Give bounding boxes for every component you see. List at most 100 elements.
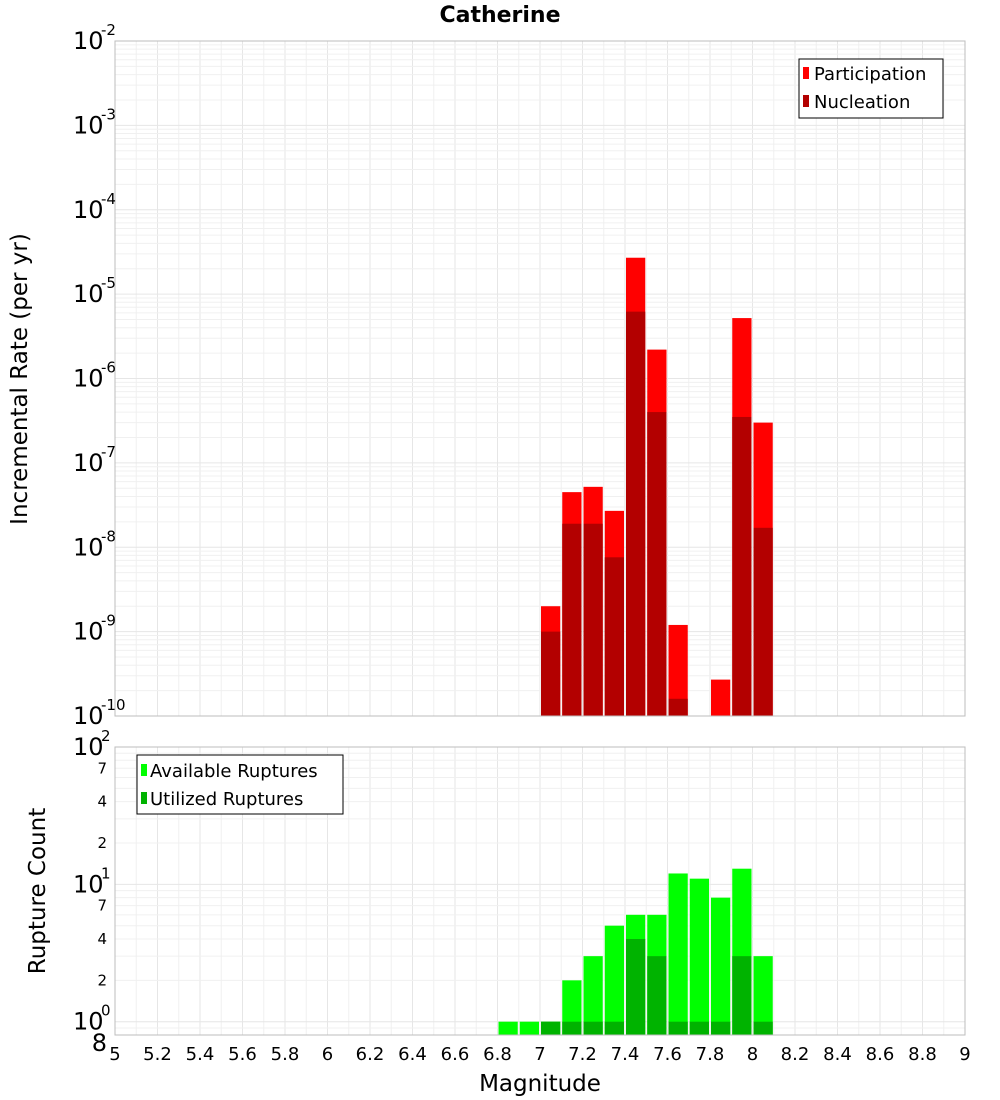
nucleation-legend-label: Nucleation (814, 92, 910, 113)
rate-nucleation-bar (753, 527, 773, 716)
y-tick-base: 10 (73, 870, 104, 898)
count-utilized-ruptures-bar (668, 1021, 688, 1035)
rate-plot-frame (114, 40, 966, 717)
rate-y-tick-label: 10-8 (73, 527, 116, 561)
y-tick-exponent: 0 (101, 1002, 111, 1020)
count-y-tick-label: 101 (73, 864, 111, 898)
count-available-ruptures-bar (498, 1021, 518, 1035)
rate-nucleation-bar (626, 311, 646, 716)
y-tick-base: 10 (73, 365, 104, 393)
y-tick-base: 10 (73, 533, 104, 561)
rate-y-tick-label: 10-2 (73, 21, 116, 55)
rate-y-tick-label: 10-10 (73, 696, 126, 730)
participation-legend-label: Participation (814, 64, 926, 85)
y-tick-exponent: -2 (101, 21, 116, 39)
x-tick-label: 8 (747, 1044, 758, 1065)
y-tick-base: 10 (73, 280, 104, 308)
count-y-minor-tick-label: 7 (97, 897, 107, 915)
x-tick-label: 6.8 (483, 1044, 512, 1065)
nucleation-legend-swatch (803, 95, 809, 107)
x-tick-label: 5.2 (143, 1044, 172, 1065)
count-plot-frame (114, 746, 966, 1036)
count-axis-label: Rupture Count (25, 808, 51, 974)
count-utilized-ruptures-bar (753, 1021, 773, 1035)
rate-legend: Participation Nucleation (798, 58, 944, 119)
count-utilized-ruptures-bar (626, 939, 646, 1035)
rate-y-tick-label: 10-4 (73, 190, 116, 224)
y-tick-exponent: 1 (101, 864, 111, 882)
x-tick-label: 7.8 (696, 1044, 725, 1065)
y-tick-exponent: -3 (101, 105, 116, 123)
rate-y-tick-label: 10-5 (73, 274, 116, 308)
count-available-ruptures-bar (753, 956, 773, 1035)
participation-legend-swatch (803, 67, 809, 79)
x-tick-label: 5.6 (228, 1044, 257, 1065)
count-available-ruptures-bar (562, 980, 582, 1035)
x-tick-label: 8.8 (908, 1044, 937, 1065)
count-y-minor-tick-label: 7 (97, 759, 107, 777)
y-tick-base: 10 (73, 111, 104, 139)
magnitude-axis-label: Magnitude (479, 1071, 601, 1097)
x-tick-label: 6.6 (441, 1044, 470, 1065)
count-legend: Available Ruptures Utilized Ruptures (136, 754, 344, 815)
rate-nucleation-bar (604, 557, 624, 716)
utilized-legend-label: Utilized Ruptures (150, 789, 303, 810)
count-utilized-ruptures-bar (711, 1021, 731, 1035)
count-utilized-ruptures-bar (689, 1021, 709, 1035)
y-tick-exponent: -8 (101, 527, 116, 545)
y-tick-base: 10 (73, 733, 104, 761)
count-available-ruptures-bar (519, 1021, 539, 1035)
x-tick-label: 8.4 (823, 1044, 852, 1065)
x-tick-label: 8.6 (866, 1044, 895, 1065)
count-y-tick-label: 102 (73, 727, 111, 761)
count-available-ruptures-bar (604, 925, 624, 1035)
y-tick-exponent: -4 (101, 190, 116, 208)
x-tick-label: 7.6 (653, 1044, 682, 1065)
x-tick-label: 9 (959, 1044, 970, 1065)
rate-nucleation-bar (583, 523, 603, 716)
utilized-legend-swatch (141, 792, 147, 804)
y-tick-base: 10 (73, 618, 104, 646)
rate-nucleation-bar (541, 631, 561, 716)
rate-axis-label: Incremental Rate (per yr) (7, 233, 33, 525)
available-legend-label: Available Ruptures (150, 761, 318, 782)
count-available-ruptures-bar (583, 956, 603, 1035)
rate-nucleation-bar (732, 416, 752, 716)
x-tick-label: 6.4 (398, 1044, 427, 1065)
rate-nucleation-bar (668, 698, 688, 716)
rate-nucleation-bar (562, 523, 582, 716)
y-tick-exponent: -6 (101, 359, 116, 377)
chart-title: Catherine (439, 3, 560, 28)
x-tick-label: 7.4 (611, 1044, 640, 1065)
count-y-tick-label: 100 (73, 1002, 111, 1036)
rate-y-tick-label: 10-6 (73, 359, 116, 393)
count-utilized-ruptures-bar (541, 1021, 561, 1035)
y-tick-base: 10 (73, 196, 104, 224)
count-y-minor-tick-label: 2 (97, 971, 107, 989)
x-tick-label: 8.2 (781, 1044, 810, 1065)
count-y-minor-tick-label: 4 (97, 793, 107, 811)
rate-participation-bar (711, 679, 731, 716)
count-y-minor-tick-label: 4 (97, 930, 107, 948)
y-tick-exponent: -7 (101, 443, 116, 461)
rate-y-tick-label: 10-7 (73, 443, 116, 477)
rate-legend-box (798, 58, 944, 119)
count-available-ruptures-bar (668, 873, 688, 1035)
x-tick-label: 5.4 (186, 1044, 215, 1065)
available-legend-swatch (141, 764, 147, 776)
count-utilized-ruptures-bar (604, 1021, 624, 1035)
rate-y-tick-label: 10-3 (73, 105, 116, 139)
rate-participation-bar (668, 624, 688, 716)
y-tick-exponent: -5 (101, 274, 116, 292)
count-y-minor-tick-label: 2 (97, 834, 107, 852)
count-utilized-ruptures-bar (647, 956, 667, 1035)
count-available-ruptures-bar (689, 878, 709, 1035)
count-utilized-ruptures-bar (562, 1021, 582, 1035)
rate-y-tick-label: 10-9 (73, 612, 116, 646)
y-tick-base: 10 (73, 702, 104, 730)
y-tick-base: 10 (73, 27, 104, 55)
count-utilized-ruptures-bar (583, 1021, 603, 1035)
x-tick-label: 6.2 (356, 1044, 385, 1065)
y-tick-base: 10 (73, 449, 104, 477)
